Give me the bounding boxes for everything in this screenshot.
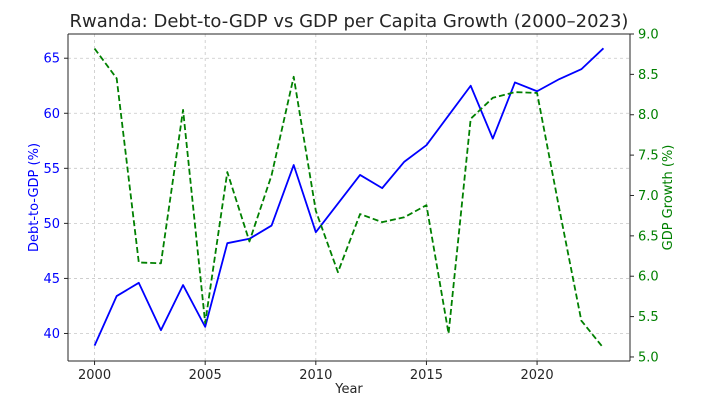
y-left-tick-label: 60 [43,107,60,122]
y-axis-left-label: Debt-to-GDP (%) [27,143,42,252]
y-left-tick-label: 55 [43,162,60,177]
grid [68,34,630,361]
x-tick-label: 2015 [410,368,443,383]
y-left-tick-label: 65 [43,52,60,67]
series-layer [93,47,605,349]
y-right-tick-label: 7.5 [638,149,659,164]
debt-to-gdp-line [93,47,605,346]
y-right-tick-label: 8.0 [638,108,659,123]
y-right-tick-label: 6.0 [638,270,659,285]
y-right-tick-label: 7.0 [638,189,659,204]
gdp-growth-line [93,47,605,349]
y-axis-right-label: GDP Growth (%) [661,145,676,251]
x-axis-label: Year [334,382,363,397]
y-left-tick-label: 40 [43,327,60,342]
y-right-tick-label: 8.5 [638,68,659,83]
y-right-tick-label: 9.0 [638,28,659,43]
y-right-tick-label: 6.5 [638,229,659,244]
y-left-tick-label: 45 [43,272,60,287]
y-right-tick-label: 5.5 [638,310,659,325]
y-left-tick-label: 50 [43,217,60,232]
ticks: 2000 2005 2010 2015 2020 40 45 50 55 60 65 5.0 5.5 6.… [43,28,658,384]
chart-title: Rwanda: Debt-to-GDP vs GDP per Capita Gr… [70,11,629,32]
axes [67,33,631,362]
y-right-tick-label: 5.0 [638,350,659,365]
x-tick-label: 2010 [299,368,332,383]
x-tick-label: 2020 [521,368,554,383]
x-tick-label: 2000 [78,368,111,383]
x-tick-label: 2005 [189,368,222,383]
